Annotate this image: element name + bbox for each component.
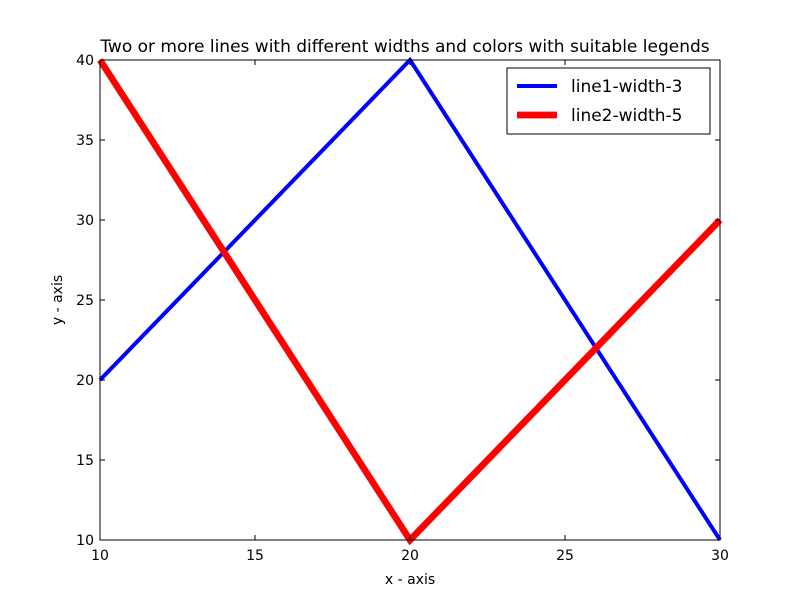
x-tick-label: 10 (91, 548, 109, 564)
legend-label-line2: line2-width-5 (571, 106, 682, 126)
y-tick-label: 25 (76, 293, 94, 309)
y-axis-label: y - axis (50, 275, 66, 325)
y-tick-label: 40 (76, 53, 94, 69)
chart-title: Two or more lines with different widths … (99, 37, 709, 57)
y-tick-label: 10 (76, 533, 94, 549)
x-axis-label: x - axis (385, 572, 435, 588)
legend-box (506, 67, 711, 135)
y-tick-label: 20 (76, 373, 94, 389)
legend-label-line1: line1-width-3 (571, 77, 682, 97)
tick-layer: 10 15 20 25 30 10 15 20 25 30 35 40 (76, 53, 729, 564)
x-tick-label: 15 (246, 548, 264, 564)
x-tick-label: 30 (711, 548, 729, 564)
y-tick-label: 15 (76, 453, 94, 469)
legend: line1-width-3 line2-width-5 (506, 67, 711, 135)
y-tick-label: 30 (76, 213, 94, 229)
x-tick-label: 20 (401, 548, 419, 564)
y-tick-label: 35 (76, 133, 94, 149)
x-tick-label: 25 (556, 548, 574, 564)
